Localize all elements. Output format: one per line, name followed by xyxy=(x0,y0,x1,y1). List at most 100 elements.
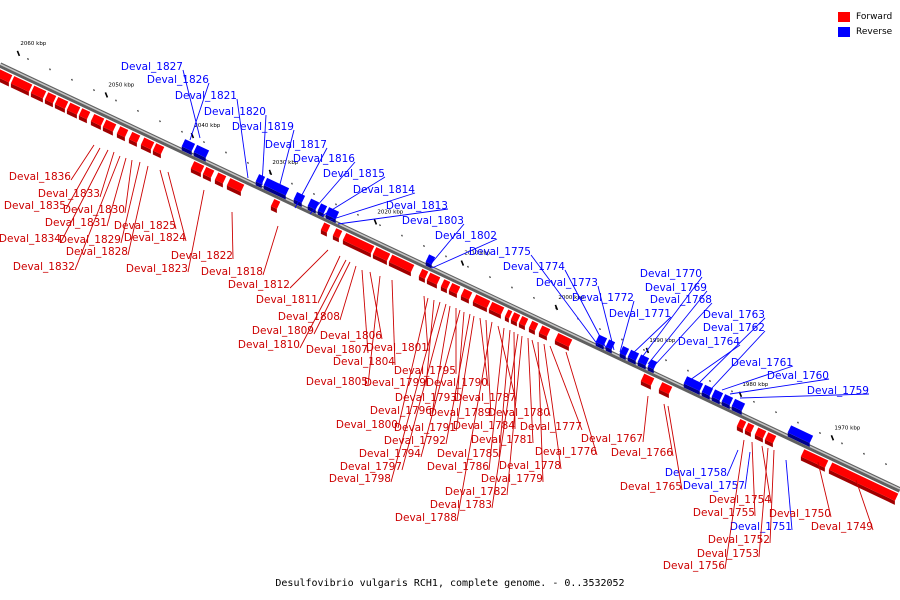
leader-line xyxy=(236,98,249,179)
gene-label: Deval_1821 xyxy=(175,90,237,102)
legend-forward-label: Forward xyxy=(856,11,893,22)
reverse-gene xyxy=(637,354,650,366)
reverse-gene-shadow xyxy=(619,353,626,361)
leader-line xyxy=(321,176,386,217)
leader-line xyxy=(262,225,279,276)
gene-label: Deval_1783 xyxy=(430,499,492,511)
forward-gene-shadow xyxy=(342,240,371,258)
tick-mark xyxy=(554,304,559,311)
forward-gene xyxy=(332,228,343,239)
leader-line xyxy=(758,447,769,558)
leader-line xyxy=(537,341,544,483)
leader-line xyxy=(361,269,369,354)
leader-line xyxy=(491,333,519,509)
leader-line xyxy=(629,316,672,357)
gene-label: Deval_1756 xyxy=(663,560,725,572)
gene-label: Deval_1789 xyxy=(429,407,491,419)
minor-tick xyxy=(379,224,381,227)
leader-line xyxy=(120,161,141,244)
tick-label: 2050 kbp xyxy=(108,82,134,88)
tick-mark xyxy=(830,434,835,441)
leader-line xyxy=(506,335,523,496)
forward-gene-shadow xyxy=(10,83,29,96)
leader-line xyxy=(653,302,713,367)
gene-label: Deval_1813 xyxy=(386,200,448,212)
forward-gene-shadow xyxy=(744,430,751,437)
forward-gene-shadow xyxy=(764,439,773,448)
minor-tick xyxy=(687,369,689,372)
leader-line xyxy=(369,271,383,340)
tick-mark xyxy=(373,219,378,225)
forward-gene xyxy=(754,427,767,439)
forward-gene xyxy=(426,272,441,285)
gene-label: Deval_1825 xyxy=(114,220,176,232)
leader-line xyxy=(456,311,465,402)
minor-tick xyxy=(313,193,315,195)
reverse-gene-shadow xyxy=(307,205,316,214)
reverse-gene-shadow xyxy=(595,341,604,350)
reverse-gene-shadow xyxy=(731,406,742,415)
forward-gene-shadow xyxy=(828,469,895,505)
leader-line xyxy=(423,295,429,352)
tick-label: 1980 kbp xyxy=(742,382,768,388)
gene-label: Deval_1815 xyxy=(323,168,385,180)
forward-gene xyxy=(472,294,491,309)
minor-tick xyxy=(93,89,95,92)
leader-line xyxy=(711,330,766,389)
reverse-gene-shadow xyxy=(255,181,262,189)
minor-tick xyxy=(731,390,733,393)
gene-label: Deval_1772 xyxy=(572,292,634,304)
leader-line xyxy=(739,393,870,399)
gene-label: Deval_1760 xyxy=(767,370,829,382)
forward-gene-shadow xyxy=(30,92,43,103)
leader-line xyxy=(329,192,416,221)
gene-label: Deval_1764 xyxy=(678,336,740,348)
gene-label: Deval_1787 xyxy=(454,392,516,404)
gene-label: Deval_1757 xyxy=(683,480,745,492)
forward-gene-shadow xyxy=(800,456,825,472)
reverse-gene-shadow xyxy=(325,214,336,224)
gene-label: Deval_1753 xyxy=(697,548,759,560)
legend-reverse: Reverse xyxy=(838,24,892,39)
forward-gene xyxy=(202,166,215,178)
forward-swatch xyxy=(838,11,850,22)
forward-gene-shadow xyxy=(426,279,437,289)
reverse-gene-shadow xyxy=(425,261,432,269)
minor-tick xyxy=(863,452,865,455)
gene-label: Deval_1792 xyxy=(384,435,446,447)
reverse-gene xyxy=(193,144,210,158)
gene-label: Deval_1804 xyxy=(333,356,395,368)
gene-label: Deval_1769 xyxy=(645,282,707,294)
minor-tick xyxy=(159,120,161,123)
gene-label: Deval_1777 xyxy=(520,421,582,433)
reverse-gene xyxy=(619,345,630,357)
forward-gene-shadow xyxy=(66,109,77,119)
forward-gene xyxy=(190,161,205,174)
minor-tick xyxy=(269,172,271,175)
forward-gene xyxy=(510,312,521,323)
leader-line xyxy=(391,279,396,366)
leader-line xyxy=(425,299,435,387)
forward-gene xyxy=(528,320,539,331)
axis-highlight xyxy=(0,63,900,490)
gene-label: Deval_1773 xyxy=(536,277,598,289)
leader-line xyxy=(317,255,341,304)
forward-gene-shadow xyxy=(538,332,547,341)
forward-gene xyxy=(460,288,473,300)
tick-label: 2000 kbp xyxy=(558,295,584,301)
leader-line xyxy=(124,159,133,214)
leader-line xyxy=(420,309,461,458)
forward-gene-shadow xyxy=(226,185,241,197)
gene-label: Deval_1776 xyxy=(535,446,597,458)
leader-line xyxy=(367,275,381,386)
leader-line xyxy=(751,441,756,517)
leader-line xyxy=(721,365,794,391)
leader-line xyxy=(397,297,429,429)
gene-label: Deval_1835 xyxy=(4,200,66,212)
leader-line xyxy=(309,161,356,215)
reverse-gene xyxy=(263,177,290,196)
forward-gene xyxy=(116,126,129,138)
leader-line xyxy=(855,479,874,531)
minor-tick xyxy=(511,286,513,289)
forward-gene xyxy=(736,419,747,430)
